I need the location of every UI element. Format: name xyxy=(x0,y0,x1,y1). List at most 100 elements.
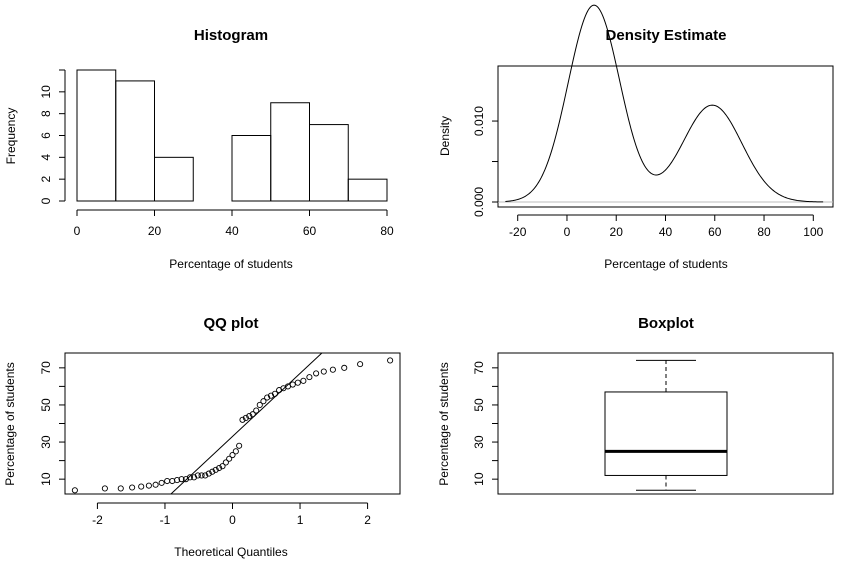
histogram-x-tick-label: 40 xyxy=(225,224,239,238)
histogram-y-tick-label: 4 xyxy=(39,154,53,161)
density-curve xyxy=(505,4,824,203)
qq-point xyxy=(264,394,271,401)
density-y-tick-label: 0.000 xyxy=(472,187,486,217)
histogram-bars xyxy=(76,69,388,202)
qq-point xyxy=(294,379,301,386)
qq-point xyxy=(320,368,327,375)
qq-reference-line xyxy=(170,352,323,495)
histogram-bar xyxy=(309,124,349,202)
qq-x-tick-label: 1 xyxy=(297,513,304,527)
histogram-bar xyxy=(347,178,388,202)
qq-point xyxy=(242,414,249,421)
qq-point xyxy=(216,464,223,472)
histogram-y-tick-label: 0 xyxy=(39,197,53,204)
qq-point xyxy=(209,468,216,475)
histogram-x-tick-label: 0 xyxy=(74,224,81,238)
qq-point xyxy=(226,455,233,462)
qq-y-tick-label: 10 xyxy=(39,472,53,486)
density-xlabel: Percentage of students xyxy=(604,257,727,271)
qq-plot-frame xyxy=(64,352,401,495)
histogram-title: Histogram xyxy=(194,27,268,44)
qq-point xyxy=(289,381,296,388)
qq-point xyxy=(222,459,229,466)
qq-point xyxy=(387,357,394,364)
qq-ylabel: Percentage of students xyxy=(3,362,17,485)
qq-point xyxy=(253,407,260,414)
qq-point xyxy=(271,390,279,397)
qq-point xyxy=(212,466,219,473)
qq-point xyxy=(329,366,336,373)
qq-point xyxy=(236,442,243,449)
qq-xlabel: Theoretical Quantiles xyxy=(174,545,287,559)
boxplot-y-tick-label: 30 xyxy=(472,435,486,449)
qq-plot-area xyxy=(71,352,394,495)
boxplot-title: Boxplot xyxy=(638,315,694,332)
qq-y-tick-label: 70 xyxy=(39,361,53,375)
histogram-panel: Histogram Percentage of students Frequen… xyxy=(4,27,394,271)
histogram-bar xyxy=(76,69,117,202)
qq-point xyxy=(71,487,78,494)
qq-point xyxy=(260,398,267,405)
density-plot-frame xyxy=(497,65,834,208)
histogram-bar xyxy=(115,80,155,202)
boxplot-y-tick-label: 10 xyxy=(472,472,486,486)
qq-point xyxy=(194,472,201,479)
qq-point xyxy=(313,370,320,377)
qq-point xyxy=(306,374,313,381)
qq-point xyxy=(232,448,239,455)
qq-point xyxy=(158,479,165,486)
qq-point xyxy=(164,477,171,485)
qq-y-tick-label: 50 xyxy=(39,398,53,412)
qq-title: QQ plot xyxy=(204,315,259,332)
qq-point xyxy=(219,463,226,470)
qq-point xyxy=(138,483,145,490)
qq-x-tick-label: 2 xyxy=(364,513,371,527)
qq-point xyxy=(205,470,212,477)
qq-point xyxy=(256,401,263,408)
qq-point xyxy=(101,485,108,492)
qq-point xyxy=(190,474,198,481)
qq-x-axis: -2 -1 0 1 2 xyxy=(92,502,371,527)
histogram-bar xyxy=(231,135,272,202)
density-x-tick-label: 40 xyxy=(659,225,673,239)
density-x-tick-label: 60 xyxy=(708,225,722,239)
qq-point xyxy=(229,451,236,459)
qq-y-tick-label: 30 xyxy=(39,435,53,449)
density-y-axis: 0.000 0.010 xyxy=(472,106,499,217)
qq-point xyxy=(152,481,159,488)
qq-point xyxy=(198,472,205,479)
histogram-x-tick-label: 20 xyxy=(148,224,162,238)
histogram-ylabel: Frequency xyxy=(4,108,18,165)
qq-point xyxy=(129,484,136,491)
qq-x-tick-label: -1 xyxy=(160,513,171,527)
density-x-tick-label: 20 xyxy=(610,225,624,239)
density-y-tick-label: 0.010 xyxy=(472,106,486,136)
density-x-axis: -20 0 20 40 60 80 100 xyxy=(509,214,824,239)
boxplot-plot-area xyxy=(604,359,728,491)
density-x-tick-label: 100 xyxy=(803,225,823,239)
boxplot-y-tick-label: 50 xyxy=(472,398,486,412)
qq-point xyxy=(202,472,209,479)
qq-point xyxy=(145,482,152,489)
qq-y-axis: 10 30 50 70 xyxy=(39,361,66,486)
qq-point xyxy=(239,416,246,423)
qq-point xyxy=(169,477,176,485)
qq-point xyxy=(249,411,256,418)
boxplot-panel: Boxplot Percentage of students 10 30 50 70 xyxy=(437,315,834,495)
boxplot-y-axis: 10 30 50 70 xyxy=(472,361,499,486)
density-ylabel: Density xyxy=(438,116,452,156)
qq-point xyxy=(178,476,185,483)
histogram-y-tick-label: 8 xyxy=(39,110,53,117)
histogram-x-tick-label: 60 xyxy=(303,224,317,238)
qq-point xyxy=(357,361,364,368)
boxplot-y-tick-label: 70 xyxy=(472,361,486,375)
qq-x-tick-label: 0 xyxy=(229,513,236,527)
histogram-x-tick-label: 80 xyxy=(380,224,394,238)
qq-point xyxy=(186,474,194,481)
histogram-bar xyxy=(270,102,310,202)
qq-panel: QQ plot Theoretical Quantiles Percentage… xyxy=(3,315,401,559)
histogram-y-tick-label: 10 xyxy=(39,85,53,99)
density-x-tick-label: 0 xyxy=(564,225,571,239)
qq-point xyxy=(341,364,348,371)
